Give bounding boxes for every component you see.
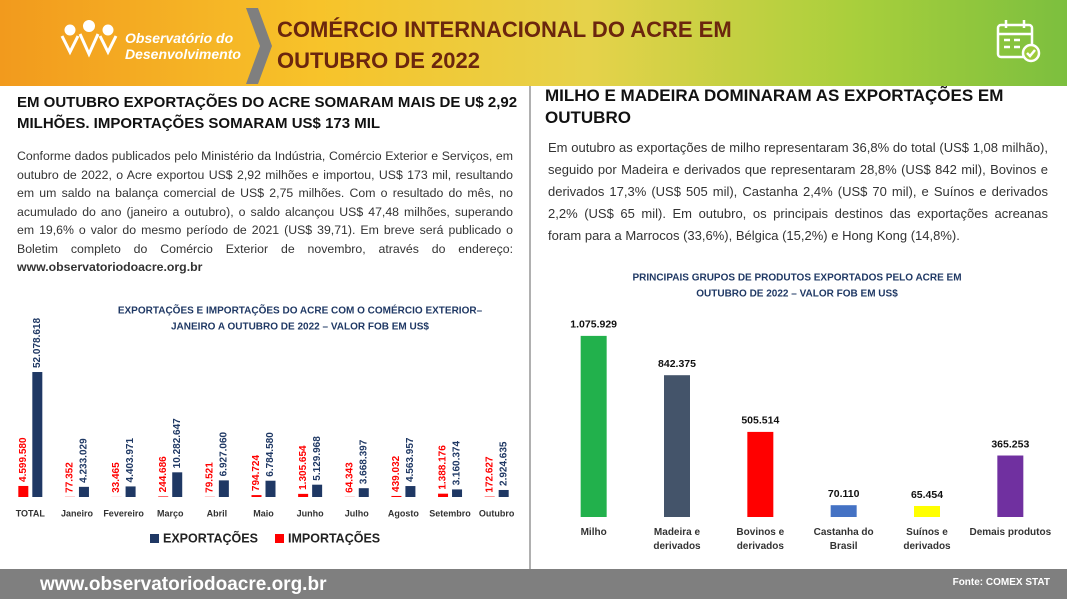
footer-source: Fonte: COMEX STAT — [952, 577, 1050, 588]
paragraph-text: Conforme dados publicados pelo Ministéri… — [17, 149, 513, 256]
x-tick-label: Maio — [253, 508, 274, 518]
x-tick-label: TOTAL — [16, 508, 46, 518]
bar — [78, 486, 89, 497]
bar — [251, 495, 262, 497]
bar — [452, 489, 463, 497]
paragraph-link: www.observatoriodoacre.org.br — [17, 260, 203, 274]
x-tick-label: Bovinos e derivados — [736, 527, 785, 552]
bar — [172, 472, 183, 497]
calendar-icon — [996, 20, 1041, 63]
value-label: 4.233.029 — [79, 438, 90, 483]
bar — [405, 486, 416, 497]
value-label: 79.521 — [205, 462, 216, 493]
x-tick-label: Milho — [580, 527, 607, 538]
header-band — [0, 0, 1067, 86]
value-label: 172.627 — [484, 456, 495, 493]
bar — [312, 484, 323, 497]
value-label: 52.078.618 — [32, 318, 43, 368]
value-label: 70.110 — [828, 488, 860, 500]
bar — [358, 488, 369, 497]
legend-label: EXPORTAÇÕES — [163, 530, 258, 545]
x-tick-label: Setembro — [429, 508, 471, 518]
bar — [914, 505, 940, 517]
chart-title: PRINCIPAIS GRUPOS DE PRODUTOS EXPORTADOS… — [632, 273, 961, 284]
legend-swatch — [150, 534, 159, 543]
bar — [498, 489, 509, 497]
value-label: 842.375 — [658, 358, 696, 370]
x-tick-label: Março — [157, 508, 184, 518]
value-label: 794.724 — [251, 455, 262, 492]
value-label: 1.075.929 — [570, 319, 617, 331]
value-label: 4.403.971 — [125, 438, 136, 483]
footer-band — [0, 569, 1067, 599]
title-line: OUTUBRO DE 2022 — [277, 48, 480, 73]
value-label: 1.305.654 — [298, 445, 309, 490]
bar — [32, 372, 43, 497]
bar — [438, 493, 449, 497]
chevron — [246, 8, 272, 84]
x-tick-label: Janeiro — [61, 508, 94, 518]
bar — [580, 335, 607, 517]
bar — [747, 431, 774, 517]
logo-line: Observatório do — [125, 30, 234, 46]
value-label: 4.563.957 — [405, 437, 416, 482]
bar — [830, 505, 857, 517]
title-line: COMÉRCIO INTERNACIONAL DO ACRE EM — [277, 17, 732, 42]
x-tick-label: Julho — [345, 508, 370, 518]
value-label: 65.454 — [911, 489, 943, 501]
value-label: 4.599.580 — [18, 437, 29, 482]
value-label: 365.253 — [991, 438, 1029, 450]
x-tick-label: Agosto — [388, 508, 419, 518]
value-label: 2.924.635 — [498, 441, 509, 486]
right-paragraph: Em outubro as exportações de milho repre… — [548, 140, 1048, 243]
x-tick-label: Demais produtos — [969, 527, 1052, 538]
bar — [265, 480, 276, 497]
right-heading: MILHO E MADEIRA DOMINARAM AS EXPORTAÇÕES… — [545, 86, 1004, 127]
chart-title: JANEIRO A OUTUBRO DE 2022 – VALOR FOB EM… — [171, 322, 429, 333]
value-label: 77.352 — [65, 462, 76, 493]
logo-line: Desenvolvimento — [125, 46, 241, 62]
value-label: 10.282.647 — [172, 418, 183, 468]
value-label: 33.465 — [111, 462, 122, 493]
legend-swatch — [275, 534, 284, 543]
logo-figures — [60, 20, 118, 58]
value-label: 505.514 — [741, 415, 779, 427]
x-tick-label: Outubro — [479, 508, 515, 518]
bar — [997, 455, 1024, 517]
legend-label: IMPORTAÇÕES — [288, 530, 380, 545]
footer-url: www.observatoriodoacre.org.br — [40, 574, 327, 595]
bar — [298, 493, 309, 497]
x-tick-label: Madeira e derivados — [653, 527, 701, 552]
value-label: 6.927.060 — [219, 431, 230, 476]
left-heading: EM OUTUBRO EXPORTAÇÕES DO ACRE SOMARAM M… — [17, 94, 518, 132]
x-tick-label: Suínos e derivados — [903, 527, 951, 552]
value-label: 1.388.176 — [438, 445, 449, 490]
bar — [158, 496, 169, 497]
value-label: 64.343 — [344, 462, 355, 493]
x-tick-label: Abril — [207, 508, 228, 518]
left-paragraph: Conforme dados publicados pelo Ministéri… — [17, 147, 513, 277]
bar — [125, 486, 136, 497]
x-tick-label: Castanha do Brasil — [813, 527, 874, 552]
bar — [218, 480, 229, 497]
value-label: 244.686 — [158, 456, 169, 493]
x-tick-label: Fevereiro — [103, 508, 144, 518]
value-label: 5.129.968 — [312, 436, 323, 481]
bar — [391, 495, 402, 497]
value-label: 3.668.397 — [358, 439, 369, 484]
value-label: 6.784.580 — [265, 432, 276, 477]
bar — [664, 375, 690, 517]
chart-title: OUTUBRO DE 2022 – VALOR FOB EM US$ — [696, 289, 898, 300]
chart-title: EXPORTAÇÕES E IMPORTAÇÕES DO ACRE COM O … — [118, 304, 483, 317]
header-title: COMÉRCIO INTERNACIONAL DO ACRE EM OUTUBR… — [277, 14, 732, 76]
value-label: 3.160.374 — [452, 440, 463, 485]
value-label: 439.032 — [391, 455, 402, 492]
x-tick-label: Junho — [297, 508, 324, 518]
logo-text: Observatório do Desenvolvimento — [125, 30, 241, 62]
bar — [18, 485, 29, 497]
